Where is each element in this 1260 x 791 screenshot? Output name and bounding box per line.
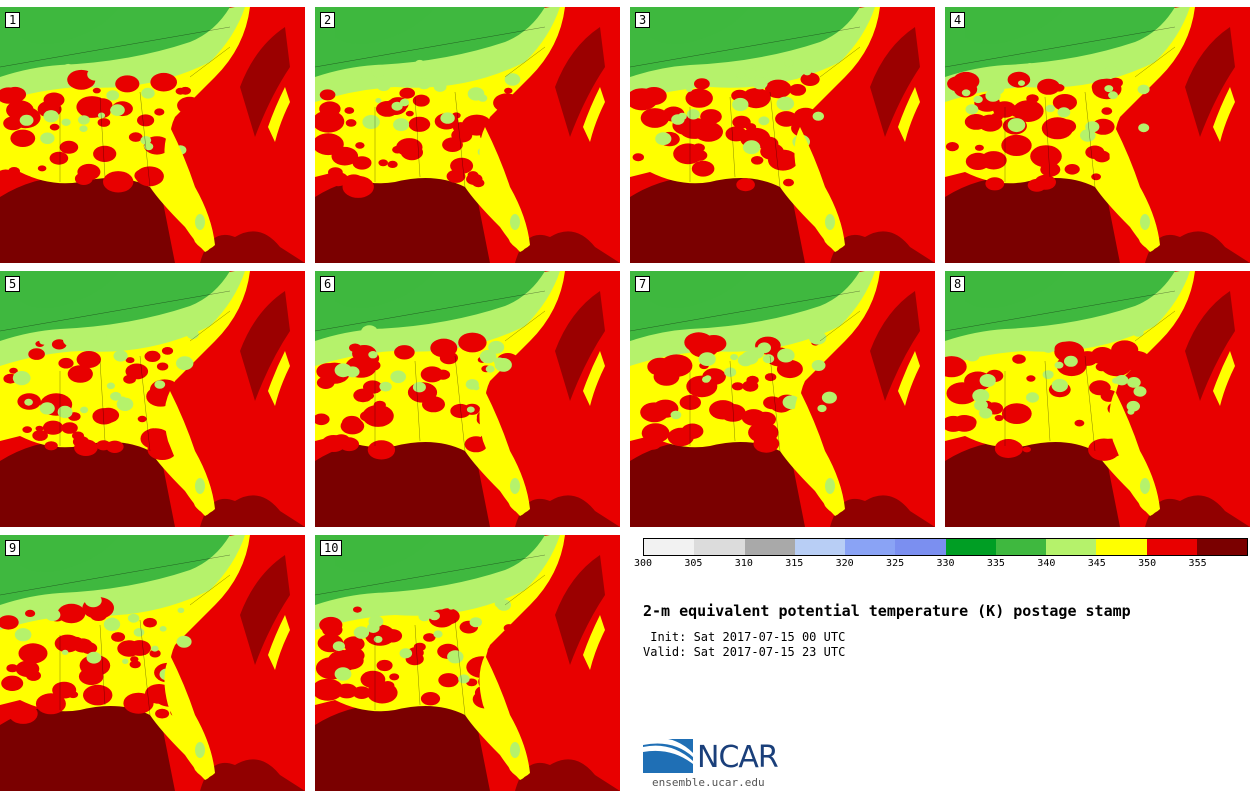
colorbar-swatch bbox=[1046, 539, 1097, 555]
ensemble-member-map: 10 bbox=[315, 535, 620, 791]
valid-time: Valid: Sat 2017-07-15 23 UTC bbox=[643, 645, 846, 659]
colorbar-swatch bbox=[945, 539, 996, 555]
member-number-label: 2 bbox=[320, 12, 336, 28]
colorbar-tick-label: 345 bbox=[1087, 558, 1106, 569]
ensemble-member-map: 2 bbox=[315, 7, 620, 263]
colorbar-tick-label: 350 bbox=[1138, 558, 1157, 569]
member-number-label: 9 bbox=[5, 540, 21, 556]
colorbar-swatch bbox=[995, 539, 1046, 555]
colorbar-tick-label: 355 bbox=[1188, 558, 1207, 569]
colorbar-swatch bbox=[644, 539, 695, 555]
ensemble-member-map: 6 bbox=[315, 271, 620, 527]
colorbar-swatch bbox=[694, 539, 745, 555]
member-number-label: 6 bbox=[320, 276, 336, 292]
colorbar-tick-label: 310 bbox=[734, 558, 753, 569]
colorbar-swatch bbox=[845, 539, 896, 555]
member-number-label: 3 bbox=[635, 12, 651, 28]
colorbar-swatch bbox=[1196, 539, 1247, 555]
colorbar-swatch bbox=[744, 539, 795, 555]
ensemble-member-map: 7 bbox=[630, 271, 935, 527]
colorbar-swatch bbox=[794, 539, 845, 555]
website-link[interactable]: ensemble.ucar.edu bbox=[652, 776, 765, 789]
colorbar-ticks: 300 305 310 315 320 325 330 335 340 345 350 355 bbox=[634, 558, 1248, 572]
init-time: Init: Sat 2017-07-15 00 UTC bbox=[643, 630, 846, 644]
colorbar-tick-label: 335 bbox=[986, 558, 1005, 569]
colorbar-tick-label: 315 bbox=[785, 558, 804, 569]
ensemble-member-map: 5 bbox=[0, 271, 305, 527]
colorbar-tick-label: 340 bbox=[1037, 558, 1056, 569]
member-number-label: 1 bbox=[5, 12, 21, 28]
ensemble-member-map: 8 bbox=[945, 271, 1250, 527]
colorbar-swatch bbox=[895, 539, 946, 555]
ensemble-member-map: 4 bbox=[945, 7, 1250, 263]
member-number-label: 8 bbox=[950, 276, 966, 292]
colorbar-swatch bbox=[1146, 539, 1197, 555]
ensemble-member-map: 3 bbox=[630, 7, 935, 263]
plot-title: 2-m equivalent potential temperature (K)… bbox=[643, 602, 1131, 620]
colorbar-tick-label: 320 bbox=[835, 558, 854, 569]
colorbar-tick-label: 330 bbox=[936, 558, 955, 569]
member-number-label: 5 bbox=[5, 276, 21, 292]
colorbar bbox=[643, 538, 1248, 556]
colorbar-tick-label: 325 bbox=[886, 558, 905, 569]
ensemble-member-map: 9 bbox=[0, 535, 305, 791]
ensemble-member-map: 1 bbox=[0, 7, 305, 263]
member-number-label: 7 bbox=[635, 276, 651, 292]
colorbar-swatch bbox=[1096, 539, 1147, 555]
member-number-label: 4 bbox=[950, 12, 966, 28]
logo-wordmark: NCAR bbox=[697, 740, 779, 775]
member-number-label: 10 bbox=[320, 540, 343, 556]
ncar-logo-icon bbox=[643, 737, 693, 773]
colorbar-tick-label: 300 bbox=[633, 558, 653, 569]
colorbar-tick-label: 305 bbox=[684, 558, 703, 569]
